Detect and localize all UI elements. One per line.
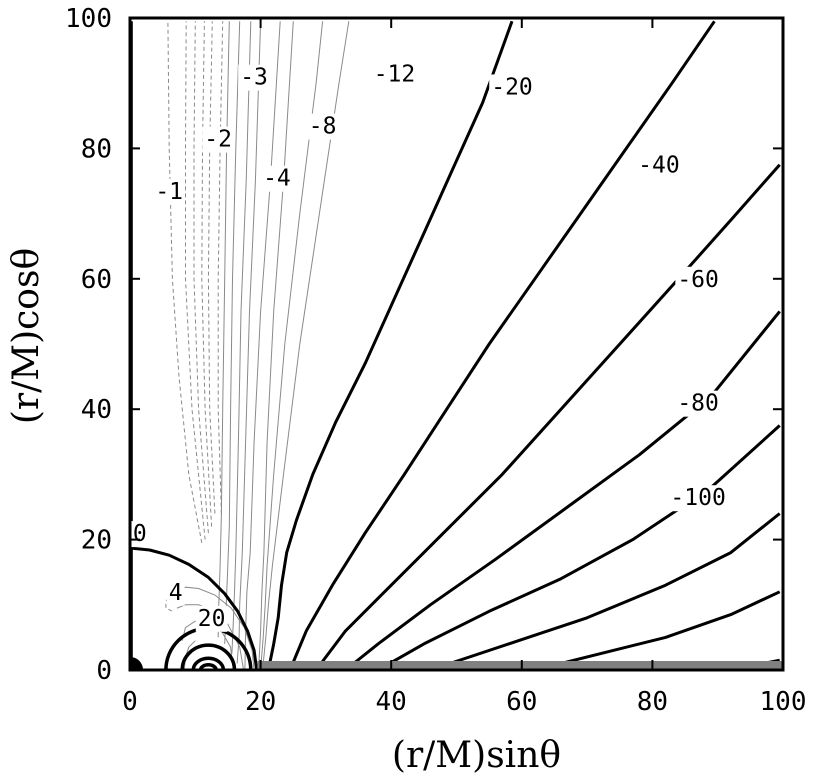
y-tick-label-2: 40 — [81, 395, 112, 425]
thick-contour-4 — [314, 163, 781, 671]
contour-label-1: -12 — [374, 61, 416, 87]
thin-contour-2 — [258, 21, 294, 671]
thin-contour-7 — [217, 21, 230, 638]
dashed-contour-1 — [207, 21, 216, 514]
x-tick-label-3: 60 — [506, 687, 537, 717]
contour-label-bg-0 — [238, 64, 270, 91]
closed-contour-1 — [180, 643, 237, 671]
contour-label-4: -8 — [309, 114, 337, 140]
contour-label-bg-10 — [668, 485, 728, 512]
contour-label-bg-8 — [675, 266, 721, 293]
x-tick-label-0: 0 — [122, 687, 138, 717]
contour-label-10: -100 — [670, 485, 725, 511]
equator-band — [257, 661, 784, 670]
dashed-contour-6 — [165, 591, 173, 612]
closed-contour-3 — [198, 663, 218, 671]
x-tick-label-4: 80 — [637, 687, 668, 717]
y-tick-label-4: 80 — [81, 134, 112, 164]
dashed-contour-2 — [201, 21, 213, 527]
contour-label-bg-9 — [675, 390, 721, 417]
contour-label-bg-13 — [195, 605, 228, 632]
x-tick-label-5: 100 — [760, 687, 807, 717]
y-tick-label-5: 100 — [65, 4, 112, 34]
x-tick-label-1: 20 — [245, 687, 276, 717]
y-axis-title: (r/M)cosθ — [6, 248, 47, 424]
contour-label-bg-12 — [166, 579, 185, 606]
thick-contour-1 — [131, 546, 259, 671]
thin-contour-8 — [177, 586, 255, 671]
contour-label-bg-2 — [489, 74, 535, 101]
thick-contour-6 — [377, 424, 781, 672]
contour-label-2: -20 — [491, 74, 533, 100]
x-axis-title: (r/M)sinθ — [392, 735, 561, 776]
contour-label-bg-4 — [306, 113, 339, 140]
thick-contour-3 — [288, 20, 716, 671]
contour-label-11: 0 — [133, 521, 147, 547]
dashed-contours — [165, 21, 224, 612]
contour-label-bg-6 — [261, 165, 293, 192]
contour-label-13: 20 — [198, 606, 226, 632]
thick-contour-8 — [534, 590, 781, 672]
dashed-contour-5 — [167, 21, 203, 543]
contour-label-7: -40 — [638, 153, 680, 179]
y-tick-label-0: 0 — [96, 656, 112, 686]
dashed-contour-4 — [185, 21, 206, 540]
contour-label-3: -2 — [204, 127, 232, 153]
thin-contour-4 — [236, 21, 262, 664]
thick-contour-7 — [429, 512, 781, 672]
plot-frame — [128, 16, 785, 672]
contour-label-6: -4 — [263, 166, 291, 192]
contour-label-bg-3 — [202, 126, 235, 153]
y-tick-label-3: 60 — [81, 265, 112, 295]
thick-contours — [129, 20, 781, 672]
contour-label-5: -1 — [155, 179, 183, 205]
closed-contour-2 — [191, 656, 226, 671]
contour-label-bg-7 — [636, 152, 682, 179]
black-hole-marker — [130, 656, 144, 670]
x-tick-label-2: 40 — [376, 687, 407, 717]
contour-label-bg-5 — [153, 178, 186, 205]
plot-area — [129, 20, 784, 672]
contour-label-9: -80 — [677, 391, 719, 417]
contour-label-0: -3 — [240, 65, 268, 91]
marker-layer — [130, 656, 784, 670]
dashed-contour-0 — [217, 21, 224, 514]
thin-contour-5 — [231, 21, 252, 654]
dashed-contour-3 — [193, 21, 209, 534]
contour-label-12: 4 — [169, 580, 183, 606]
contour-label-bg-1 — [371, 61, 418, 88]
axis-ticks — [129, 17, 784, 671]
thick-contour-2 — [266, 20, 514, 671]
y-tick-label-1: 20 — [81, 526, 112, 556]
contour-labels: -3 -12 -20 -2 -8 -1 -4 -40 -60 -80 -100 0 4 20 — [130, 61, 728, 632]
contour-label-8: -60 — [677, 267, 719, 293]
